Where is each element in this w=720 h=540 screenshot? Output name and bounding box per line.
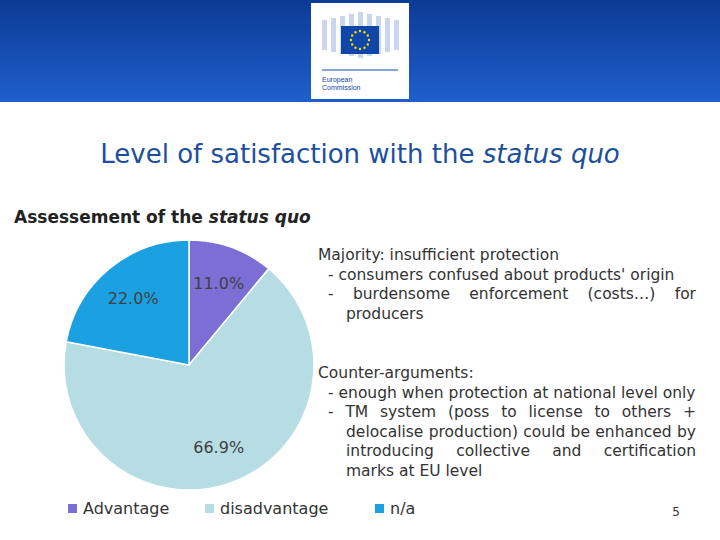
notes-item: - consumers confused about products' ori… [318,266,696,286]
logo-building [394,20,399,50]
chart-title: Assessement of the status quo [14,207,311,227]
pie-labels: 11.0% 66.9% 22.0% [108,274,244,458]
logo-text: European [322,76,352,84]
logo-star [363,47,365,49]
data-label: 66.9% [193,438,244,457]
logo-star [351,43,353,45]
notes-item: - burdensome enforcement (costs…) for pr… [318,285,696,324]
notes-item: - enough when protection at national lev… [318,384,696,404]
legend: Advantage disadvantage n/a [68,499,415,518]
logo-star [359,30,361,32]
logo-building [322,20,327,50]
logo-star [359,48,361,50]
legend-swatch [375,504,384,513]
notes-heading: Counter-arguments: [318,364,696,384]
notes-heading: Majority: insufficient protection [318,246,696,266]
chart-title-part: Assessement of the [14,207,209,227]
legend-swatch [68,504,77,513]
data-label: 22.0% [108,289,159,308]
notes-group: Majority: insufficient protection- consu… [318,246,696,324]
legend-label: n/a [390,499,415,518]
logo-star [368,39,370,41]
slide-title: Level of satisfaction with the status qu… [100,139,620,169]
page-number: 5 [672,505,680,519]
logo-star [350,39,352,41]
logo-star [363,31,365,33]
logo-star [351,34,353,36]
logo-building [385,18,390,52]
legend-swatch [205,504,214,513]
logo-flag [341,26,379,54]
slide: {"header": {"logo": ["European", "Commis… [0,0,720,540]
logo-text: Commission [322,84,361,91]
logo-building [331,18,336,52]
header-band [0,0,720,102]
logo-star [354,31,356,33]
logo-star [354,47,356,49]
logo-box [311,3,409,99]
logo-star [367,43,369,45]
logo: EuropeanCommission [311,3,409,99]
data-label: 11.0% [193,274,244,293]
slide-title-part: Level of satisfaction with the [100,139,482,169]
notes-item: - TM system (poss to license to others +… [318,403,696,481]
slide-title-part: status quo [483,139,620,169]
logo-rule [322,70,398,71]
pie [64,240,314,490]
pie-slice [66,240,189,365]
notes-group: Counter-arguments:- enough when protecti… [318,364,696,481]
legend-label: Advantage [83,499,169,518]
legend-label: disadvantage [220,499,328,518]
chart-title-part: status quo [209,207,311,227]
logo-star [367,34,369,36]
